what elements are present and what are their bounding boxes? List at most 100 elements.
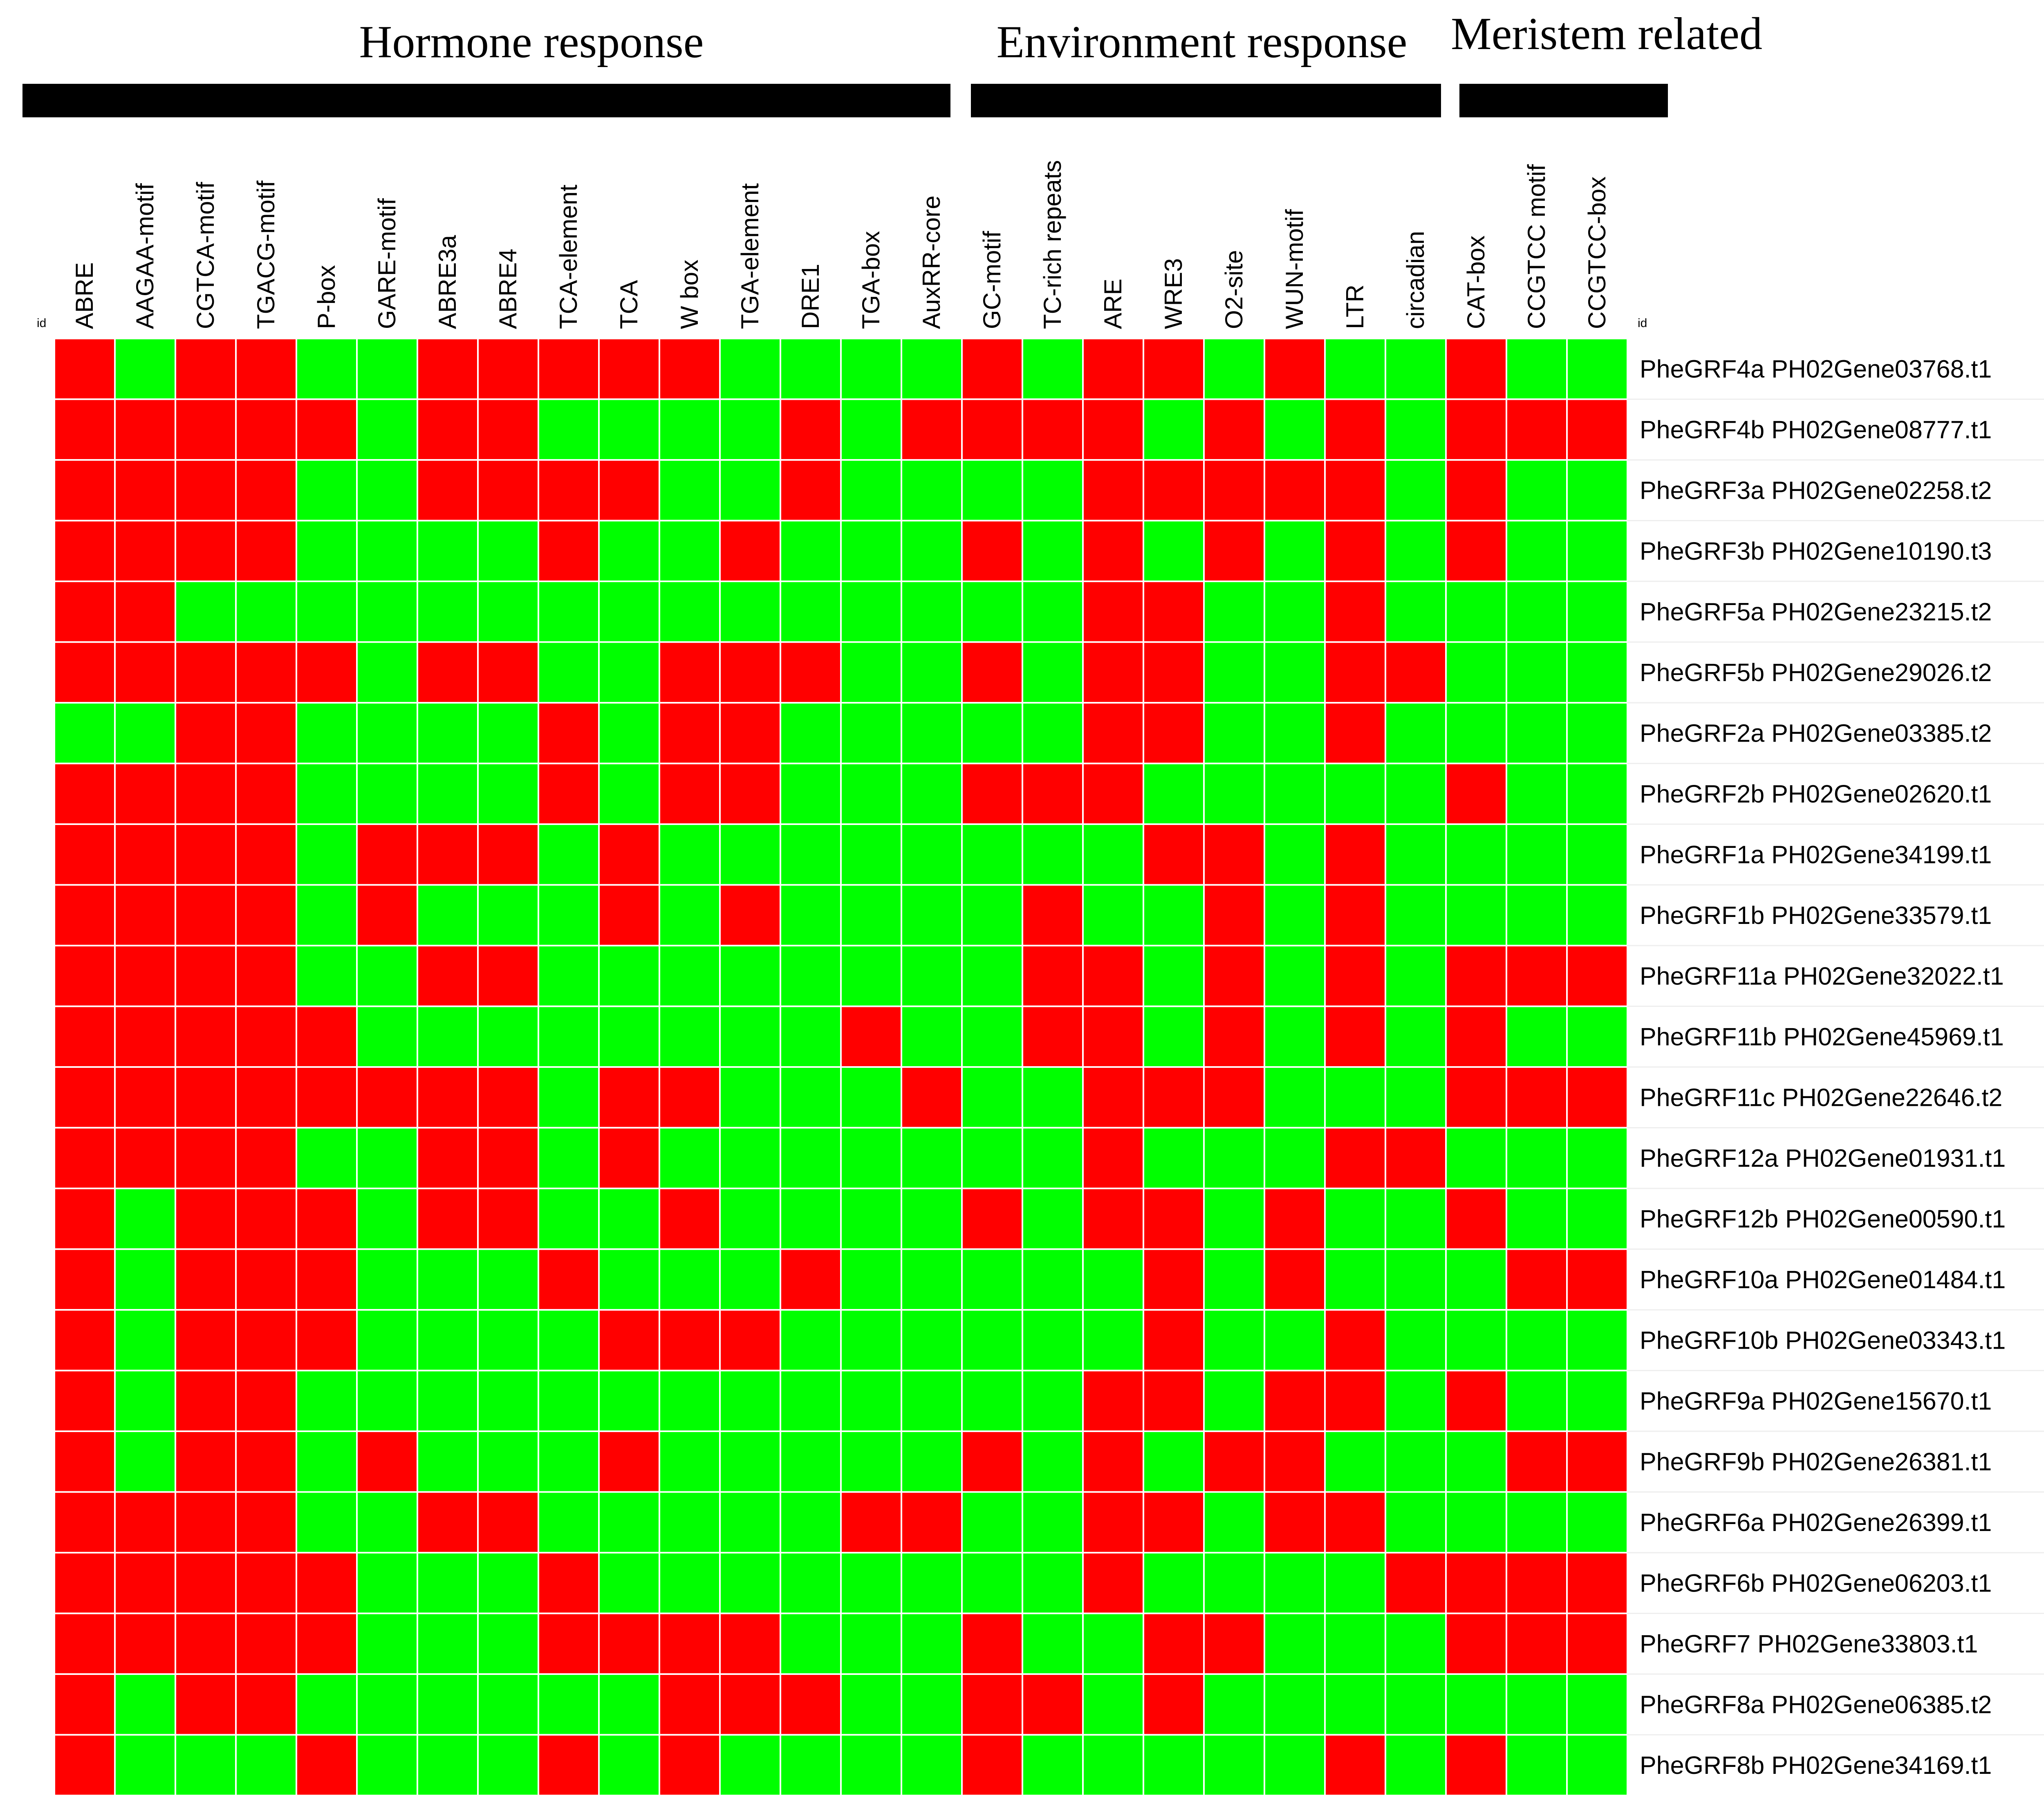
heatmap-cell — [296, 1005, 358, 1068]
heatmap-cell — [1143, 823, 1205, 886]
heatmap-cell — [477, 581, 539, 643]
heatmap-cell — [901, 1370, 963, 1432]
heatmap-cell — [659, 641, 721, 704]
heatmap-cell — [235, 945, 297, 1007]
heatmap-cell — [356, 1552, 418, 1614]
heatmap-cell — [54, 641, 116, 704]
heatmap-cell — [780, 459, 842, 522]
heatmap-cell — [1506, 1734, 1568, 1796]
row-label: PheGRF8a PH02Gene06385.t2 — [1640, 1690, 1992, 1718]
heatmap-cell — [356, 702, 418, 764]
heatmap-cell — [1022, 581, 1084, 643]
heatmap-cell — [961, 1188, 1023, 1250]
heatmap-cell — [1566, 641, 1628, 704]
column-label: ABRE — [71, 262, 98, 329]
heatmap-cell — [1082, 1430, 1144, 1493]
heatmap-cell — [477, 1066, 539, 1129]
heatmap-cell — [1264, 1248, 1326, 1311]
heatmap-cell — [840, 1673, 902, 1736]
heatmap-cell — [175, 1491, 237, 1553]
row-label: PheGRF5b PH02Gene29026.t2 — [1640, 659, 1992, 686]
heatmap-cell — [1203, 1066, 1265, 1129]
heatmap-cell — [1445, 945, 1507, 1007]
heatmap-cell — [1506, 1005, 1568, 1068]
heatmap-cell — [780, 1248, 842, 1311]
heatmap-cell — [1385, 1248, 1447, 1311]
heatmap-cell — [296, 581, 358, 643]
heatmap-cell — [1506, 702, 1568, 764]
heatmap-cell — [1385, 1066, 1447, 1129]
heatmap-cell — [1506, 1430, 1568, 1493]
heatmap-cell — [598, 702, 660, 764]
heatmap-cell — [598, 1066, 660, 1129]
heatmap-cell — [175, 945, 237, 1007]
heatmap-cell — [477, 1491, 539, 1553]
heatmap-cell — [1506, 1612, 1568, 1675]
heatmap-cell — [356, 641, 418, 704]
heatmap-cell — [780, 1127, 842, 1189]
heatmap-cell — [1324, 398, 1386, 461]
column-labels: ABRE AAGAA-motif CGTCA-motif TGACG-motif P-b… — [71, 160, 1611, 329]
column-label: DRE1 — [797, 264, 824, 329]
heatmap-cell — [114, 702, 176, 764]
heatmap-cell — [477, 762, 539, 825]
heatmap-cell — [417, 1066, 479, 1129]
heatmap-cell — [840, 459, 902, 522]
row-label: PheGRF1b PH02Gene33579.t1 — [1640, 901, 1992, 929]
heatmap-cell — [1143, 762, 1205, 825]
heatmap-cell — [175, 1673, 237, 1736]
heatmap-cell — [417, 338, 479, 400]
heatmap-cell — [1143, 1430, 1205, 1493]
heatmap-cell — [114, 459, 176, 522]
heatmap-cell — [1385, 1370, 1447, 1432]
heatmap-cell — [1264, 823, 1326, 886]
heatmap-cell — [1082, 520, 1144, 582]
heatmap-cell — [114, 1005, 176, 1068]
heatmap-cell — [417, 398, 479, 461]
heatmap-cell — [538, 1127, 600, 1189]
heatmap-cell — [54, 1248, 116, 1311]
heatmap-cell — [598, 945, 660, 1007]
heatmap-cell — [719, 1734, 781, 1796]
row-label: PheGRF12a PH02Gene01931.t1 — [1640, 1144, 2006, 1172]
heatmap-cell — [840, 1370, 902, 1432]
heatmap-cell — [235, 823, 297, 886]
row-label: PheGRF7 PH02Gene33803.t1 — [1640, 1630, 1978, 1658]
heatmap-cell — [175, 823, 237, 886]
heatmap-cell — [417, 1552, 479, 1614]
heatmap-cell — [54, 1005, 116, 1068]
heatmap-cell — [598, 1005, 660, 1068]
heatmap-cell — [1566, 1066, 1628, 1129]
group-title: Hormone response — [359, 17, 704, 67]
heatmap-cell — [1143, 1066, 1205, 1129]
heatmap-cell — [356, 823, 418, 886]
heatmap-cell — [598, 398, 660, 461]
heatmap-cell — [1445, 762, 1507, 825]
heatmap-cell — [175, 1127, 237, 1189]
heatmap-cell — [538, 1673, 600, 1736]
heatmap-cell — [538, 520, 600, 582]
column-label: P-box — [313, 265, 340, 329]
row-label: PheGRF1a PH02Gene34199.t1 — [1640, 841, 1992, 868]
heatmap-cell — [598, 338, 660, 400]
heatmap-cell — [1506, 641, 1568, 704]
heatmap-cell — [659, 1066, 721, 1129]
heatmap-cell — [598, 762, 660, 825]
heatmap-cell — [780, 1309, 842, 1372]
heatmap-cell — [1566, 1734, 1628, 1796]
heatmap-cell — [175, 1612, 237, 1675]
heatmap-cell — [1566, 581, 1628, 643]
heatmap-cell — [356, 1734, 418, 1796]
row-label: PheGRF3b PH02Gene10190.t3 — [1640, 537, 1992, 565]
heatmap-cell — [417, 1734, 479, 1796]
row-labels: PheGRF4a PH02Gene03768.t1 PheGRF4b PH02Ge… — [1640, 355, 2006, 1779]
row-label: PheGRF3a PH02Gene02258.t2 — [1640, 476, 1992, 504]
column-label: WRE3 — [1160, 258, 1187, 329]
column-label: TC-rich repeats — [1039, 160, 1066, 329]
heatmap-cell — [780, 1066, 842, 1129]
row-label: PheGRF4a PH02Gene03768.t1 — [1640, 355, 1992, 383]
heatmap-cell — [54, 1612, 116, 1675]
heatmap-cell — [780, 1734, 842, 1796]
group-bars — [22, 84, 1668, 117]
